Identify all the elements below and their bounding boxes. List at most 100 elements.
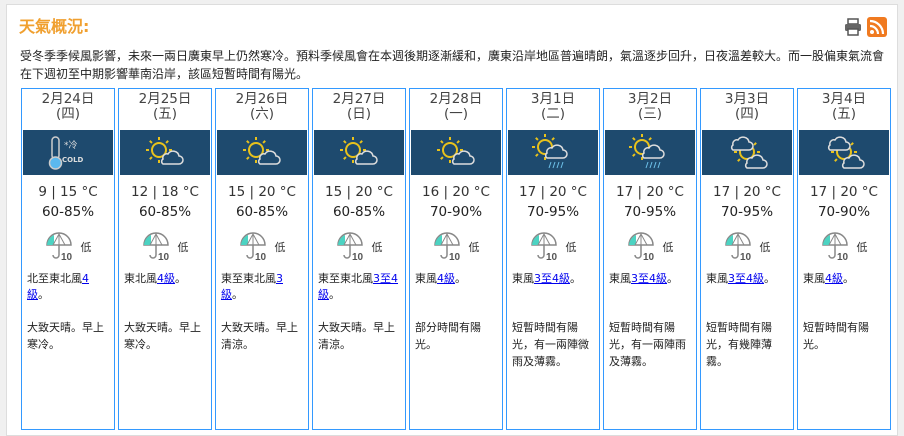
forecast-days: 2月24日 (四) *冷 COLD 9 | 15 °C 60-85% 10 低 北至東… (21, 88, 891, 430)
wind-suffix: 。 (764, 272, 775, 285)
weather-icon-band (508, 130, 598, 175)
wind-direction: 東風 (609, 272, 631, 285)
wind-force-link[interactable]: 4級 (157, 272, 175, 285)
forecast-day: 3月1日 (二) 17 | 20 °C 70-95% 10 低 東風3至4級。 短暫… (506, 88, 600, 430)
humidity-range: 60-85% (235, 204, 289, 220)
wind-force-link[interactable]: 3至4級 (631, 272, 667, 285)
day-weekday: (五) (152, 106, 178, 122)
wind-force-link[interactable]: 4級 (27, 272, 89, 301)
umbrella-icon: 10 (336, 231, 368, 264)
day-date: 2月25日 (138, 91, 192, 107)
day-weekday: (四) (55, 106, 81, 122)
rain-probability: 低 (662, 241, 674, 254)
day-weekday: (三) (637, 106, 663, 122)
day-date: 2月26日 (235, 91, 289, 107)
weather-icon-band: *冷 COLD (23, 130, 113, 175)
weather-description: 短暫時間有陽光，有一兩陣微雨及薄霧。 (512, 321, 589, 368)
svg-text:10: 10 (643, 252, 655, 261)
rain-probability: 低 (759, 241, 771, 254)
weather-description: 大致天晴。早上清涼。 (221, 321, 298, 351)
rain-probability: 低 (274, 241, 286, 254)
temperature-range: 17 | 20 °C (519, 184, 587, 200)
day-weekday: (五) (831, 106, 857, 122)
wind-force-link[interactable]: 4級 (825, 272, 843, 285)
wind-text: 東風3至4級。 (604, 271, 696, 319)
weather-description: 大致天晴。早上寒冷。 (27, 321, 104, 351)
summary-text: 受冬季季候風影響，未來一兩日廣東早上仍然寒冷。預料季候風會在本週後期逐漸緩和，廣… (20, 49, 885, 81)
humidity-range: 70-90% (817, 204, 871, 220)
day-weekday: (二) (540, 106, 566, 122)
svg-text:10: 10 (352, 252, 364, 261)
humidity-range: 70-95% (720, 204, 774, 220)
weather-description: 短暫時間有陽光，有一兩陣雨及薄霧。 (609, 321, 686, 368)
wind-text: 北至東北風4級。 (22, 271, 114, 319)
forecast-day: 3月2日 (三) 17 | 20 °C 70-95% 10 低 東風3至4級。 短暫… (603, 88, 697, 430)
wind-text: 東至東北風3級。 (216, 271, 308, 319)
day-date: 3月3日 (724, 91, 770, 107)
wind-force-link[interactable]: 4級 (437, 272, 455, 285)
wind-text: 東至東北風3至4級。 (313, 271, 405, 319)
svg-text:10: 10 (449, 252, 461, 261)
temperature-range: 16 | 20 °C (422, 184, 490, 200)
weather-description: 大致天晴。早上寒冷。 (124, 321, 201, 351)
humidity-range: 60-85% (41, 204, 95, 220)
cloud-sun-cloud-icon (730, 135, 768, 169)
day-weekday: (一) (443, 106, 469, 122)
wind-direction: 東至東北風 (221, 272, 276, 285)
humidity-range: 60-85% (332, 204, 386, 220)
sun-cloud-icon (437, 136, 475, 165)
wind-direction: 東風 (512, 272, 534, 285)
wind-direction: 東北風 (124, 272, 157, 285)
wind-text: 東風4級。 (798, 271, 890, 319)
day-date: 3月4日 (821, 91, 867, 107)
sun-cloud-icon (340, 136, 378, 165)
forecast-day: 2月25日 (五) 12 | 18 °C 60-85% 10 低 東北風4級。 大致… (118, 88, 212, 430)
day-weekday: (日) (346, 106, 372, 122)
svg-text:COLD: COLD (62, 156, 84, 164)
weather-icon-band (702, 130, 792, 175)
temperature-range: 15 | 20 °C (228, 184, 296, 200)
rain-probability: 低 (468, 241, 480, 254)
weather-icon-band (605, 130, 695, 175)
umbrella-icon: 10 (530, 231, 562, 264)
forecast-day: 3月4日 (五) 17 | 20 °C 70-90% 10 低 東風4級。 短暫時間… (797, 88, 891, 430)
weather-icon-band (120, 130, 210, 175)
wind-direction: 北至東北風 (27, 272, 82, 285)
umbrella-icon: 10 (821, 231, 853, 264)
svg-text:10: 10 (837, 252, 849, 261)
sun-cloud-rain-icon (629, 133, 665, 168)
wind-direction: 東至東北風 (318, 272, 373, 285)
weather-description: 部分時間有陽光。 (415, 321, 481, 351)
wind-text: 東北風4級。 (119, 271, 211, 319)
weather-icon-band (799, 130, 889, 175)
humidity-range: 70-95% (526, 204, 580, 220)
rain-probability: 低 (177, 241, 189, 254)
day-date: 3月2日 (627, 91, 673, 107)
wind-force-link[interactable]: 3至4級 (534, 272, 570, 285)
rss-icon[interactable] (867, 17, 887, 41)
temperature-range: 17 | 20 °C (810, 184, 878, 200)
wind-suffix: 。 (329, 288, 340, 301)
wind-suffix: 。 (667, 272, 678, 285)
rain-probability: 低 (565, 241, 577, 254)
svg-text:10: 10 (61, 252, 73, 261)
wind-force-link[interactable]: 3至4級 (728, 272, 764, 285)
svg-text:10: 10 (255, 252, 267, 261)
wind-text: 東風4級。 (410, 271, 502, 319)
section-title: 天氣概況: (19, 17, 90, 36)
umbrella-icon: 10 (45, 231, 77, 264)
wind-force-link[interactable]: 3至4級 (318, 272, 398, 301)
wind-direction: 東風 (706, 272, 728, 285)
wind-force-link[interactable]: 3級 (221, 272, 283, 301)
temperature-range: 17 | 20 °C (713, 184, 781, 200)
humidity-range: 60-85% (138, 204, 192, 220)
temperature-range: 12 | 18 °C (131, 184, 199, 200)
svg-text:10: 10 (546, 252, 558, 261)
weather-icon-band (217, 130, 307, 175)
printer-icon[interactable] (843, 17, 863, 41)
weather-panel: 天氣概況: 受冬季季候風影響，未來一兩日廣東早上仍然寒冷。預料季候風會在本週後期… (6, 4, 898, 436)
day-date: 2月24日 (41, 91, 95, 107)
sun-cloud-rain-icon (532, 133, 568, 168)
wind-suffix: 。 (843, 272, 854, 285)
umbrella-icon: 10 (142, 231, 174, 264)
